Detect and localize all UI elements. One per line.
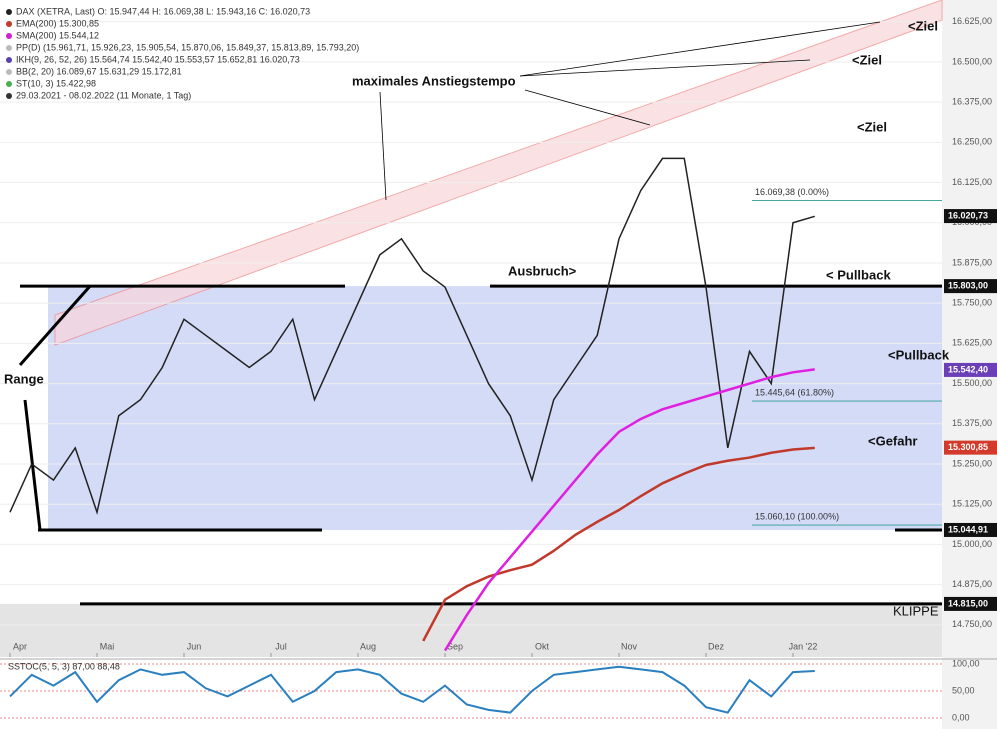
y-tick-label: 50,00	[952, 685, 975, 695]
price-tag	[944, 596, 997, 611]
legend-swatch	[6, 33, 12, 39]
annotation: <Pullback	[888, 347, 950, 362]
legend-swatch	[6, 69, 12, 75]
price-line	[443, 368, 815, 652]
y-tick-label: 16.250,00	[952, 137, 992, 147]
price-tag	[944, 279, 997, 294]
y-tick-label: 16.125,00	[952, 177, 992, 187]
annotation: <Ziel	[908, 18, 938, 33]
stoch-line	[9, 665, 815, 714]
x-tick-label: Sep	[447, 641, 463, 651]
price-tag-label: 15.300,85	[948, 442, 988, 452]
price-tag-label: 15.542,40	[948, 364, 988, 374]
price-line	[9, 157, 815, 516]
x-tick-label: Nov	[621, 641, 638, 651]
legend-text: DAX (XETRA, Last) O: 15.947,44 H: 16.069…	[16, 6, 310, 16]
price-tag-label: 14.815,00	[948, 598, 988, 608]
legend-swatch	[6, 45, 12, 51]
legend-swatch	[6, 93, 12, 99]
annotation: < Pullback	[826, 267, 891, 282]
pointer-line	[379, 91, 387, 201]
price-tag	[944, 209, 997, 224]
y-tick-label: 14.875,00	[952, 579, 992, 589]
annotation: KLIPPE	[893, 603, 939, 618]
pointer-line	[519, 59, 811, 77]
y-tick-label: 16.500,00	[952, 56, 992, 66]
x-tick-label: Aug	[360, 641, 376, 651]
fib-label: 16.069,38 (0.00%)	[755, 187, 829, 197]
price-tag	[944, 440, 997, 455]
range-bracket	[18, 285, 92, 366]
legend-text: BB(2, 20) 16.089,67 15.631,29 15.172,81	[16, 66, 182, 76]
y-tick-label: 100,00	[952, 658, 980, 668]
legend-swatch	[6, 21, 12, 27]
legend-swatch	[6, 9, 12, 15]
y-tick-label: 15.375,00	[952, 418, 992, 428]
x-tick-label: Okt	[535, 641, 550, 651]
annotation: <Ziel	[857, 119, 887, 134]
price-line	[422, 446, 815, 642]
annotation: <Ziel	[852, 52, 882, 67]
y-tick-label: 15.000,00	[952, 539, 992, 549]
x-tick-label: Jun	[187, 641, 202, 651]
legend-text: IKH(9, 26, 52, 26) 15.564,74 15.542,40 1…	[16, 54, 300, 64]
y-tick-label: 15.875,00	[952, 257, 992, 267]
y-tick-label: 15.250,00	[952, 458, 992, 468]
y-tick-label: 15.500,00	[952, 378, 992, 388]
legend-text: ST(10, 3) 15.422,98	[16, 78, 96, 88]
y-tick-label: 16.625,00	[952, 16, 992, 26]
legend-text: EMA(200) 15.300,85	[16, 18, 99, 28]
annotation: Ausbruch>	[508, 263, 577, 278]
y-tick-label: 15.750,00	[952, 298, 992, 308]
price-tag-label: 15.044,91	[948, 524, 988, 534]
range-zone	[48, 286, 942, 530]
fib-label: 15.445,64 (61.80%)	[755, 387, 834, 397]
legend-text: 29.03.2021 - 08.02.2022 (11 Monate, 1 Ta…	[16, 90, 191, 100]
stoch-title: SSTOC(5, 5, 3) 87,00 88,48	[8, 661, 120, 671]
price-tag	[944, 522, 997, 537]
price-tag-label: 16.020,73	[948, 210, 988, 220]
fib-label: 15.060,10 (100.00%)	[755, 511, 839, 521]
pointer-line	[519, 21, 881, 77]
price-tag-label: 15.803,00	[948, 280, 988, 290]
x-tick-label: Jul	[275, 641, 287, 651]
y-tick-label: 15.625,00	[952, 338, 992, 348]
y-tick-label: 15.125,00	[952, 499, 992, 509]
x-tick-label: Jan '22	[789, 641, 818, 651]
x-tick-label: Apr	[13, 641, 27, 651]
annotation: maximales Anstiegstempo	[352, 73, 516, 88]
y-tick-label: 0,00	[952, 712, 970, 722]
pointer-line	[524, 89, 651, 126]
annotation: <Gefahr	[868, 433, 918, 448]
price-tag	[944, 362, 997, 377]
y-tick-label: 14.750,00	[952, 619, 992, 629]
legend-swatch	[6, 81, 12, 87]
legend-text: SMA(200) 15.544,12	[16, 30, 99, 40]
x-tick-label: Dez	[708, 641, 725, 651]
legend-swatch	[6, 57, 12, 63]
klippe-zone	[0, 603, 942, 657]
annotation: Range	[4, 371, 44, 386]
x-tick-label: Mai	[100, 641, 115, 651]
legend-text: PP(D) (15.961,71, 15.926,23, 15.905,54, …	[16, 42, 359, 52]
y-tick-label: 16.375,00	[952, 96, 992, 106]
